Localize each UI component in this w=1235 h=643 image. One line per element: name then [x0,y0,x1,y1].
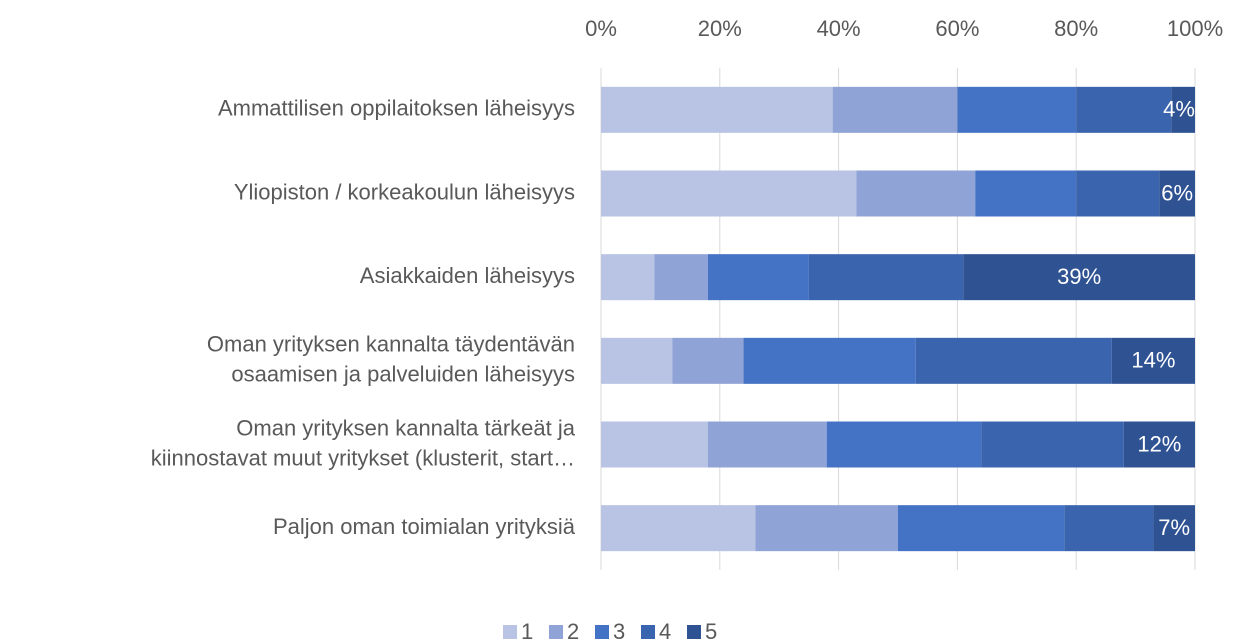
y-tick-label: kiinnostavat muut yritykset (klusterit, … [151,445,575,470]
legend-label: 1 [521,619,533,643]
y-tick-label: osaamisen ja palveluiden läheisyys [231,362,575,387]
bar-segment [755,505,898,552]
bar-segment [601,505,756,552]
bar-segment [1159,170,1195,217]
bar-segment [601,254,655,301]
bar-segment [826,421,982,468]
bar-segment [1076,86,1172,133]
bar-segment [1123,421,1195,468]
legend-swatch [595,625,609,639]
x-tick-label: 80% [1054,16,1098,41]
bar-segment [672,337,744,384]
y-tick-label: Ammattilisen oppilaitoksen läheisyys [218,96,575,121]
bar-segment [808,254,964,301]
bar-segment [1153,505,1195,552]
legend-label: 2 [567,619,579,643]
legend-swatch [549,625,563,639]
bar-segment [915,337,1112,384]
y-tick-label: Yliopiston / korkeakoulun läheisyys [234,179,575,204]
bar-segment [601,170,857,217]
y-tick-label: Oman yrityksen kannalta tärkeät ja [236,415,575,440]
data-label: 6% [1161,180,1193,205]
legend-item: 3 [595,619,625,643]
legend-item: 5 [687,619,717,643]
bar-segment [601,86,833,133]
x-tick-label: 100% [1167,16,1223,41]
bar-segment [856,170,976,217]
legend-label: 3 [613,619,625,643]
legend-label: 4 [659,619,671,643]
data-label: 4% [1163,97,1195,122]
bar-segment [1064,505,1154,552]
bar-segment [1171,86,1195,133]
legend-item: 4 [641,619,671,643]
legend-swatch [641,625,655,639]
data-label: 7% [1158,515,1190,540]
bar-segment [957,86,1077,133]
bar-segment [707,254,809,301]
y-tick-label: Asiakkaiden läheisyys [360,263,575,288]
legend-swatch [503,625,517,639]
x-tick-label: 60% [935,16,979,41]
x-tick-label: 40% [817,16,861,41]
bar-segment [975,170,1077,217]
x-tick-label: 20% [698,16,742,41]
data-label: 14% [1131,348,1175,373]
bar-segment [832,86,958,133]
y-tick-label: Oman yrityksen kannalta täydentävän [207,332,575,357]
data-label: 39% [1057,264,1101,289]
bar-segment [743,337,916,384]
bar-segment [963,254,1195,301]
x-tick-label: 0% [585,16,617,41]
bar-segment [654,254,708,301]
bar-segment [981,421,1124,468]
bar-segment [601,337,673,384]
data-label: 12% [1137,431,1181,456]
y-tick-label: Paljon oman toimialan yrityksiä [273,514,576,539]
bar-segment [1111,337,1195,384]
bar-segment [707,421,827,468]
bar-segment [1076,170,1160,217]
legend-item: 2 [549,619,579,643]
legend-label: 5 [705,619,717,643]
bar-segment [898,505,1065,552]
legend-item: 1 [503,619,533,643]
bar-segment [601,421,708,468]
legend-swatch [687,625,701,639]
